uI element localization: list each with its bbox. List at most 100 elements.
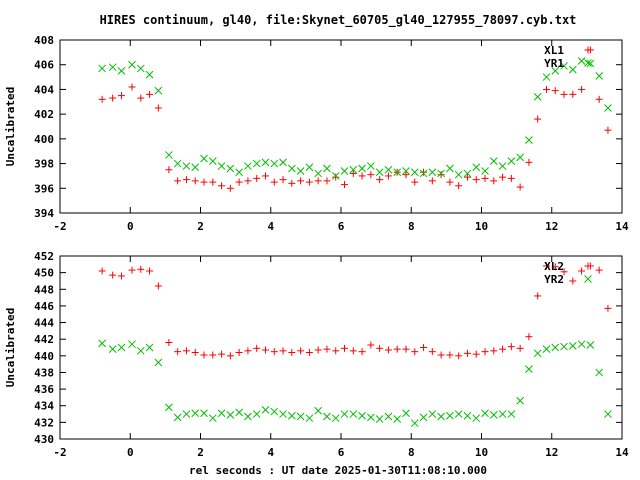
data-point xyxy=(384,346,392,354)
data-point xyxy=(428,348,436,356)
data-point xyxy=(261,406,270,414)
y-tick-label: 400 xyxy=(34,133,54,146)
data-point xyxy=(145,343,154,352)
data-point xyxy=(410,168,419,177)
data-point xyxy=(182,347,190,355)
data-point xyxy=(454,170,463,179)
data-point xyxy=(154,104,162,112)
data-point xyxy=(341,181,349,189)
data-point xyxy=(569,90,577,98)
y-tick-label: 446 xyxy=(34,300,54,313)
data-point xyxy=(323,164,331,173)
data-point xyxy=(481,409,489,418)
data-point xyxy=(349,165,358,174)
data-point xyxy=(217,409,226,418)
data-point xyxy=(472,350,480,358)
data-point xyxy=(446,411,454,420)
data-point xyxy=(98,95,106,103)
x-tick-label: -2 xyxy=(53,446,66,459)
x-tick-label: 0 xyxy=(127,446,134,459)
data-point xyxy=(154,358,163,367)
data-point xyxy=(191,177,199,185)
data-point xyxy=(367,341,375,349)
data-point xyxy=(331,414,340,423)
data-point xyxy=(507,410,516,418)
data-point xyxy=(209,178,217,186)
data-point xyxy=(446,351,454,359)
data-point xyxy=(226,184,234,192)
data-point xyxy=(305,348,313,356)
data-point xyxy=(437,412,445,421)
data-point xyxy=(569,277,577,285)
legend-marker xyxy=(584,275,592,283)
data-point xyxy=(117,92,125,100)
data-point xyxy=(305,163,314,172)
panel-1: -2 0 2 4 6 8 10 12 14 394 396 398 400 402 404 406 408 Unc… xyxy=(4,34,629,233)
y-tick-label: 396 xyxy=(34,182,54,195)
data-point xyxy=(117,343,126,352)
data-point xyxy=(489,157,498,165)
data-point xyxy=(481,348,489,356)
data-point xyxy=(367,162,375,170)
panel-2: -2 0 2 4 6 8 10 12 14 430 432 434 436 438 440 442 444 446… xyxy=(4,250,629,459)
data-point xyxy=(595,95,603,103)
x-tick-label: 8 xyxy=(408,220,415,233)
x-tick-label: 6 xyxy=(338,446,345,459)
data-point xyxy=(384,165,393,174)
data-point xyxy=(217,162,226,170)
data-point xyxy=(128,60,136,69)
data-point xyxy=(165,403,173,412)
data-point xyxy=(516,183,524,191)
data-point xyxy=(367,413,375,422)
data-point xyxy=(108,345,117,354)
data-point xyxy=(533,349,542,358)
data-point xyxy=(420,168,428,176)
data-point xyxy=(331,172,340,180)
data-point xyxy=(279,176,287,184)
data-point xyxy=(296,167,305,175)
data-point xyxy=(490,177,498,185)
y-tick-label: 430 xyxy=(34,433,54,446)
data-point xyxy=(314,346,322,354)
data-point xyxy=(551,263,559,271)
data-point xyxy=(173,413,182,422)
data-point xyxy=(279,158,287,167)
data-point xyxy=(137,94,145,102)
x-tick-label: -2 xyxy=(53,220,66,233)
data-point xyxy=(200,409,208,418)
y-tick-label: 434 xyxy=(34,400,54,413)
data-point xyxy=(595,71,604,80)
data-point xyxy=(174,177,182,185)
data-point xyxy=(287,164,296,173)
data-point xyxy=(98,64,107,73)
data-point xyxy=(340,167,349,175)
data-point xyxy=(376,176,384,184)
data-point xyxy=(279,410,287,418)
data-point xyxy=(128,340,136,349)
data-point xyxy=(332,347,340,355)
data-point xyxy=(323,345,331,353)
data-point xyxy=(98,267,106,275)
data-point xyxy=(109,94,117,102)
data-point xyxy=(323,177,331,185)
y-tick-label: 452 xyxy=(34,250,54,263)
data-point xyxy=(577,57,586,65)
data-point xyxy=(349,169,357,177)
y-tick-label: 442 xyxy=(34,333,54,346)
y-tick-label: 450 xyxy=(34,267,54,280)
y-tick-label: 440 xyxy=(34,350,54,363)
data-point xyxy=(154,282,162,290)
data-point xyxy=(235,348,243,356)
data-point xyxy=(516,344,524,352)
data-point xyxy=(253,174,261,182)
data-point xyxy=(551,67,560,75)
data-point xyxy=(136,64,145,73)
data-point xyxy=(402,409,410,418)
data-point xyxy=(174,348,182,356)
data-point xyxy=(604,104,612,112)
data-point xyxy=(463,169,472,178)
data-point xyxy=(358,411,366,420)
data-point xyxy=(568,341,577,350)
